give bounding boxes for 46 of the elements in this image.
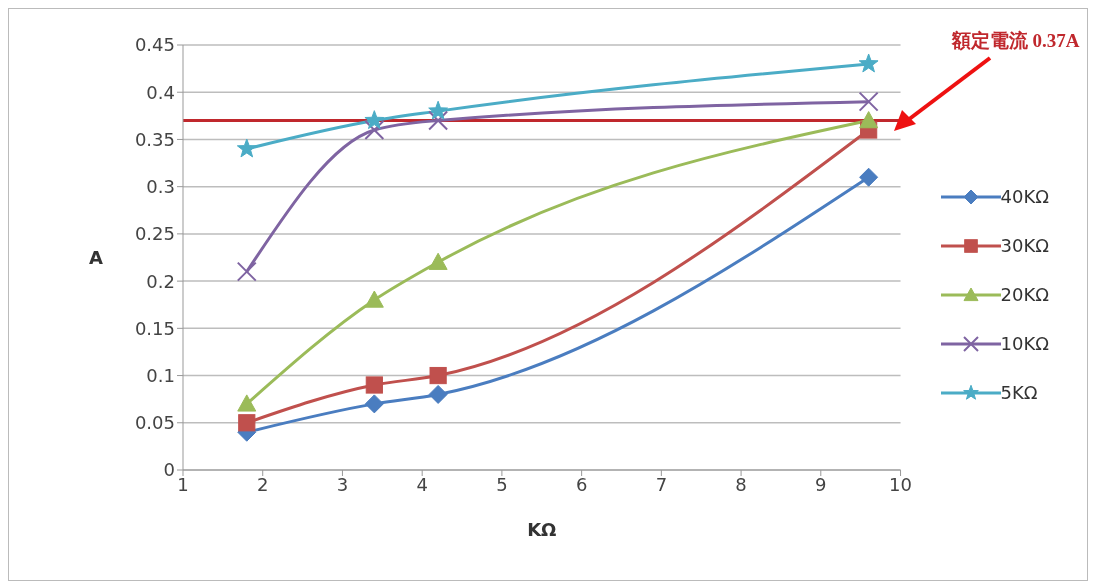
legend-label: 10KΩ (1000, 333, 1049, 354)
point (428, 384, 448, 404)
x-tick-label: 1 (177, 473, 189, 495)
point (428, 100, 449, 120)
point (859, 167, 879, 187)
point (236, 138, 257, 158)
x-tick-label: 5 (496, 473, 508, 495)
legend-label: 20KΩ (1000, 284, 1049, 305)
legend-label: 5KΩ (1000, 382, 1038, 403)
ref-line-label: 額定電流 0.37A (950, 30, 1080, 51)
legend-label: 30KΩ (1000, 235, 1049, 256)
point (364, 394, 384, 414)
point (236, 261, 257, 282)
point (364, 120, 385, 140)
x-tick-label: 6 (575, 473, 588, 495)
point (428, 110, 449, 131)
point (365, 376, 383, 394)
x-tick-label: 10 (889, 473, 912, 495)
point (429, 366, 447, 385)
y-tick-label: 0.3 (146, 176, 175, 198)
x-tick-label: 9 (815, 473, 827, 495)
point (237, 394, 257, 412)
y-tick-label: 0 (163, 459, 175, 481)
legend-label: 40KΩ (1000, 186, 1049, 207)
x-axis-title: KΩ (527, 519, 557, 540)
y-tick-label: 0.2 (146, 270, 175, 292)
point (364, 110, 385, 130)
point (238, 414, 256, 432)
point (858, 91, 879, 112)
y-tick-label: 0.4 (146, 81, 175, 103)
x-tick-label: 8 (735, 473, 747, 495)
x-tick-label: 7 (655, 473, 668, 495)
point (364, 290, 384, 308)
y-tick-label: 0.15 (134, 317, 175, 339)
point (428, 252, 448, 270)
y-tick-label: 0.45 (134, 34, 175, 56)
x-tick-label: 4 (416, 473, 428, 495)
x-tick-label: 3 (336, 473, 349, 495)
y-tick-label: 0.35 (134, 128, 175, 150)
y-axis-title: A (89, 246, 103, 268)
point (859, 111, 879, 129)
y-tick-label: 0.25 (134, 223, 175, 245)
x-tick-label: 2 (257, 473, 269, 495)
y-tick-label: 0.1 (146, 364, 175, 386)
point (858, 53, 879, 73)
y-tick-label: 0.05 (134, 412, 175, 434)
